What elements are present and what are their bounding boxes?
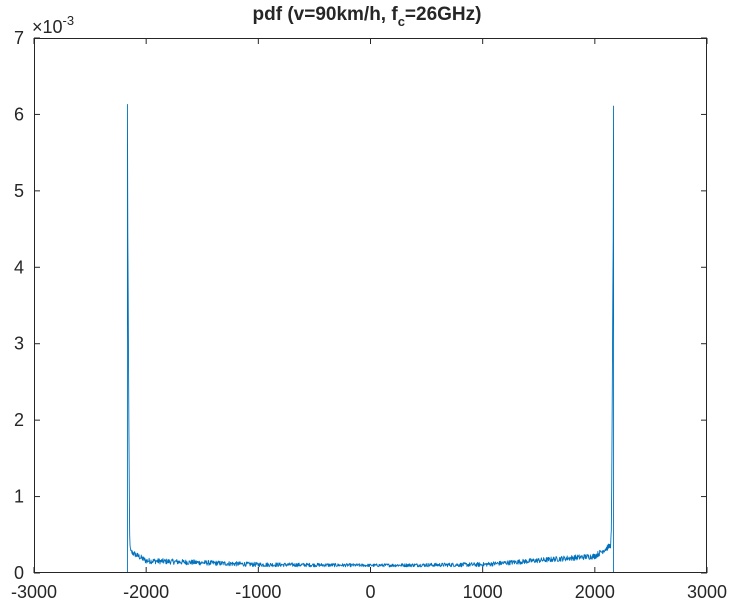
chart-title-rest: =26GHz) bbox=[405, 4, 482, 25]
y-exponent-base: ×10 bbox=[32, 17, 63, 37]
y-tick-label: 2 bbox=[14, 410, 24, 430]
y-exponent-power: -3 bbox=[63, 13, 75, 28]
chart-title: pdf (v=90km/h, fc=26GHz) bbox=[253, 4, 482, 29]
chart-title-subscript: c bbox=[398, 14, 405, 29]
x-tick-label: 0 bbox=[365, 582, 375, 602]
y-tick-label: 3 bbox=[14, 334, 24, 354]
x-tick-label: -2000 bbox=[123, 582, 169, 602]
x-tick-label: -1000 bbox=[235, 582, 281, 602]
y-tick-label: 0 bbox=[14, 563, 24, 583]
y-exponent-label: ×10-3 bbox=[32, 13, 74, 37]
series-line-group bbox=[126, 104, 615, 573]
y-tick-label: 6 bbox=[14, 104, 24, 124]
x-tick-label: 2000 bbox=[575, 582, 615, 602]
x-tick-label: 3000 bbox=[687, 582, 727, 602]
x-tick-label: -3000 bbox=[11, 582, 57, 602]
y-tick-label: 5 bbox=[14, 181, 24, 201]
chart-title-main: pdf (v=90km/h, f bbox=[253, 4, 399, 25]
series-line bbox=[126, 104, 615, 573]
y-tick-label: 4 bbox=[14, 257, 24, 277]
x-tick-label: 1000 bbox=[463, 582, 503, 602]
y-tick-label: 1 bbox=[14, 487, 24, 507]
axes-box bbox=[34, 38, 707, 573]
y-tick-label: 7 bbox=[14, 28, 24, 48]
